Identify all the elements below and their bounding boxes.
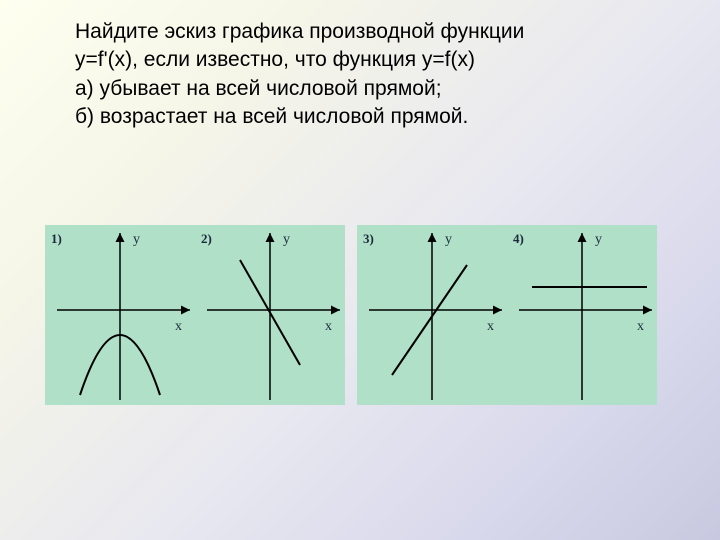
x-axis-label: x <box>637 319 644 335</box>
charts-row: 1) y x 2) y x <box>45 225 657 405</box>
chart-1: 1) y x <box>45 225 195 405</box>
chart-3-number: 3) <box>363 231 374 247</box>
curve-line-pos <box>392 265 467 375</box>
chart-2-number: 2) <box>201 231 212 247</box>
task-line-1: Найдите эскиз графика производной функци… <box>75 18 660 46</box>
task-line-4: б) возрастает на всей числовой прямой. <box>75 103 660 131</box>
chart-2: 2) y x <box>195 225 345 405</box>
task-text: Найдите эскиз графика производной функци… <box>75 18 660 131</box>
x-axis-label: x <box>325 319 332 335</box>
y-axis-label: y <box>283 232 290 248</box>
panel-right: 3) y x 4) y x <box>357 225 657 405</box>
chart-2-svg <box>195 225 345 405</box>
task-line-2: y=f'(x), если известно, что функция y=f(… <box>75 46 660 74</box>
chart-1-svg <box>45 225 195 405</box>
panel-left: 1) y x 2) y x <box>45 225 345 405</box>
chart-4: 4) y x <box>507 225 657 405</box>
chart-3: 3) y x <box>357 225 507 405</box>
y-axis-label: y <box>595 232 602 248</box>
y-axis-label: y <box>133 232 140 248</box>
chart-3-svg <box>357 225 507 405</box>
chart-4-svg <box>507 225 657 405</box>
x-axis-label: x <box>487 319 494 335</box>
y-axis-label: y <box>445 232 452 248</box>
x-axis-label: x <box>175 319 182 335</box>
chart-4-number: 4) <box>513 231 524 247</box>
chart-1-number: 1) <box>51 231 62 247</box>
task-line-3: а) убывает на всей числовой прямой; <box>75 75 660 103</box>
